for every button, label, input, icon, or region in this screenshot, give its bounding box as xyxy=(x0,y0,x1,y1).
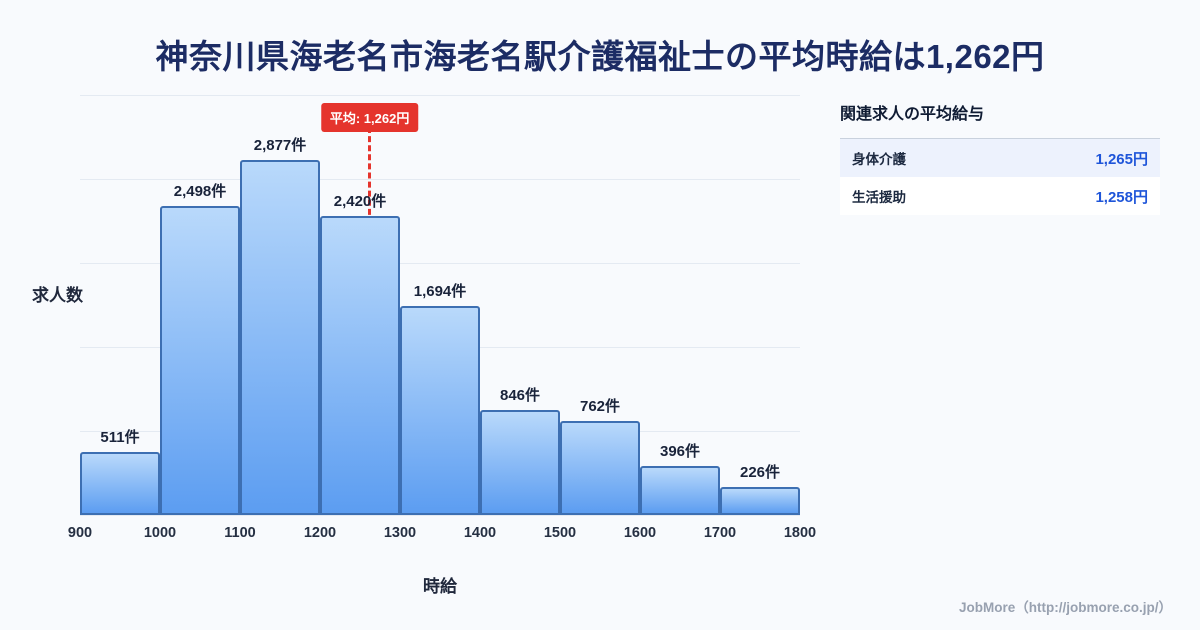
bar-value-label: 2,420件 xyxy=(333,193,387,211)
average-badge: 平均: 1,262円 xyxy=(320,103,419,132)
y-axis-label: 求人数 xyxy=(32,286,83,305)
bar-value-label: 2,877件 xyxy=(253,136,307,154)
bar-value-label: 762件 xyxy=(579,397,621,415)
x-tick-label: 1800 xyxy=(783,525,817,541)
site-credit: JobMore（http://jobmore.co.jp/） xyxy=(959,600,1172,615)
gridline xyxy=(80,179,800,180)
histogram-bar xyxy=(480,410,560,515)
x-tick-label: 1500 xyxy=(543,525,577,541)
job-type-label: 生活援助 xyxy=(852,190,906,205)
histogram-bar xyxy=(560,420,640,515)
salary-value: 1,258円 xyxy=(1095,188,1148,206)
job-type-label: 身体介護 xyxy=(852,152,906,167)
table-row: 生活援助 1,258円 xyxy=(840,177,1160,215)
bar-value-label: 846件 xyxy=(499,387,541,405)
histogram-bar xyxy=(720,487,800,515)
x-tick-label: 1700 xyxy=(703,525,737,541)
bar-value-label: 396件 xyxy=(659,443,701,461)
related-salary-panel: 関連求人の平均給与 身体介護 1,265円 生活援助 1,258円 xyxy=(840,100,1160,215)
side-panel-title: 関連求人の平均給与 xyxy=(840,106,985,123)
histogram-bar xyxy=(160,206,240,515)
x-tick-label: 1000 xyxy=(143,525,177,541)
x-tick-label: 1300 xyxy=(383,525,417,541)
salary-value: 1,265円 xyxy=(1095,150,1148,168)
histogram-bar xyxy=(320,216,400,515)
gridline xyxy=(80,263,800,264)
bar-value-label: 2,498件 xyxy=(173,183,227,201)
histogram-bar xyxy=(400,305,480,515)
bar-value-label: 511件 xyxy=(100,428,140,446)
histogram-bar xyxy=(640,466,720,515)
bar-value-label: 1,694件 xyxy=(413,282,467,300)
histogram-bar xyxy=(80,451,160,515)
histogram-bar xyxy=(240,159,320,515)
gridline xyxy=(80,95,800,96)
x-tick-label: 1100 xyxy=(224,525,256,541)
salary-table: 身体介護 1,265円 生活援助 1,258円 xyxy=(840,139,1160,215)
table-row: 身体介護 1,265円 xyxy=(840,139,1160,177)
divider xyxy=(840,138,1160,139)
x-tick-label: 900 xyxy=(67,525,93,541)
bar-value-label: 226件 xyxy=(739,464,781,482)
x-tick-label: 1600 xyxy=(623,525,657,541)
gridline xyxy=(80,515,800,516)
x-axis-label: 時給 xyxy=(423,577,457,596)
x-tick-label: 1200 xyxy=(303,525,337,541)
x-tick-label: 1400 xyxy=(463,525,497,541)
page-title: 神奈川県海老名市海老名駅介護福祉士の平均時給は1,262円 xyxy=(155,38,1045,75)
